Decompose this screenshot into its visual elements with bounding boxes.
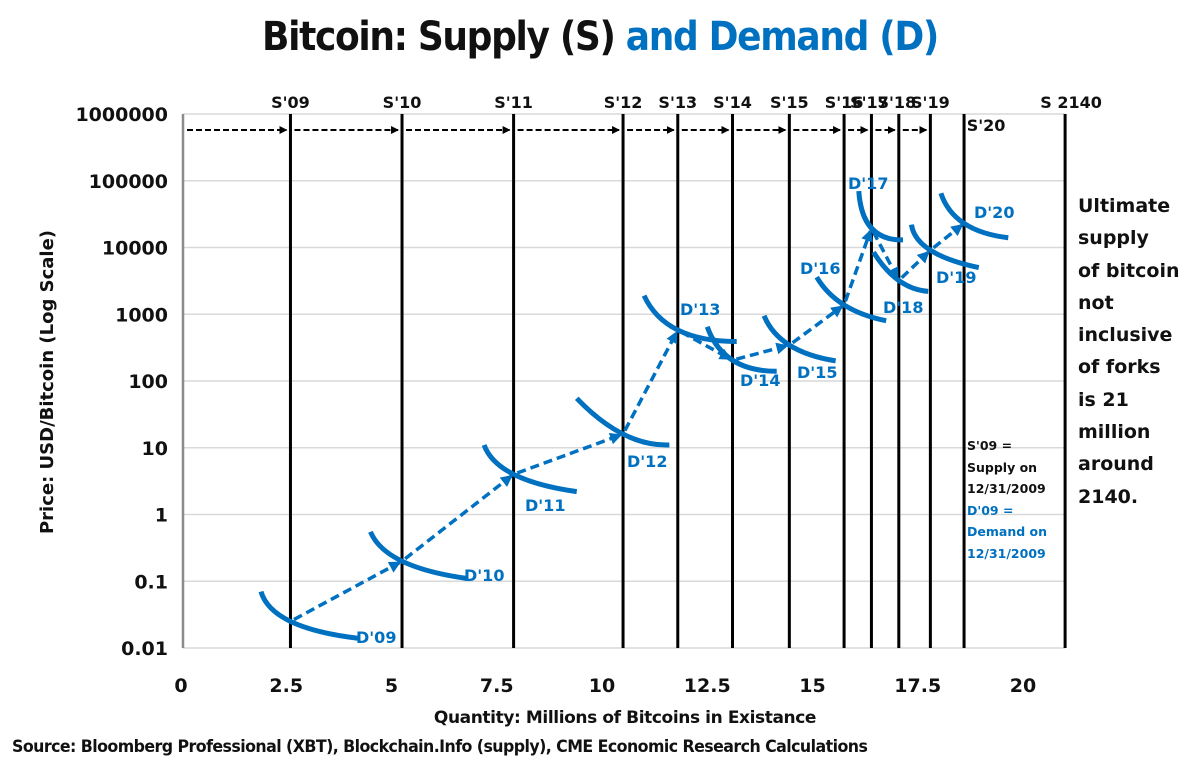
- y-tick-label: 0.01: [121, 638, 168, 660]
- supply-label: S'19: [911, 93, 950, 112]
- demand-curve: [368, 530, 468, 581]
- demand-label: D'18: [883, 298, 923, 317]
- x-tick-label: 10: [589, 675, 615, 697]
- y-tick-label: 1000: [115, 304, 168, 326]
- supply-label: S'11: [494, 93, 533, 112]
- demand-legend-line: 12/31/2009: [967, 545, 1046, 561]
- demand-legend-line: Demand on: [967, 524, 1047, 539]
- equilibrium-shift-arrow: [871, 230, 899, 280]
- equilibrium-shift-arrow: [680, 330, 732, 361]
- demand-label: D'20: [974, 203, 1014, 222]
- y-tick-label: 100000: [89, 171, 168, 193]
- equilibrium-shift-arrow: [735, 342, 789, 361]
- ultimate-supply-line: around: [1078, 453, 1154, 476]
- supply-label: S'09: [271, 93, 310, 112]
- supply-legend-line: 12/31/2009: [967, 481, 1046, 496]
- demand-curves: [258, 190, 1009, 641]
- y-tick-label: 1: [155, 505, 168, 527]
- ultimate-supply-note: Ultimate supply of bitcoin not inclusive of f…: [1078, 190, 1196, 513]
- demand-curve: [761, 314, 837, 364]
- demand-legend: D'09 = Demand on 12/31/2009: [967, 500, 1067, 565]
- x-tick-label: 0: [174, 675, 187, 697]
- supply-label: S'12: [604, 93, 643, 112]
- ultimate-supply-line: of forks: [1078, 356, 1161, 379]
- x-tick-label: 20: [1010, 675, 1036, 697]
- x-axis-ticks: 0 2.5 5 7.5 10 12.5 15 17.5 20: [174, 675, 1036, 697]
- equilibrium-path: [293, 223, 964, 622]
- equilibrium-shift-arrow: [932, 223, 964, 250]
- demand-curve: [481, 444, 578, 495]
- supply-label: S'13: [658, 93, 697, 112]
- demand-curve: [641, 294, 737, 345]
- ultimate-supply-line: is 21: [1078, 388, 1129, 411]
- demand-label: D'15: [797, 363, 837, 382]
- supply-label: S'14: [713, 93, 752, 112]
- x-tick-label: 17.5: [894, 675, 941, 697]
- label-legend-note: S'09 = Supply on 12/31/2009 D'09 = Demand o…: [967, 435, 1067, 564]
- equilibrium-shift-arrow: [293, 561, 402, 622]
- equilibrium-shift-arrow: [516, 432, 623, 475]
- y-axis-ticks: 1000000 100000 10000 1000 100 10 1 0.1 0.01: [75, 104, 168, 660]
- y-axis-title: Price: USD/Bitcoin (Log Scale): [37, 230, 58, 534]
- source-note: Source: Bloomberg Professional (XBT), Bl…: [12, 737, 868, 757]
- y-tick-label: 10000: [102, 238, 168, 260]
- demand-label: D'16: [800, 259, 840, 278]
- demand-label: D'12: [627, 452, 667, 471]
- y-tick-label: 10: [142, 438, 168, 460]
- supply-label: S'15: [770, 93, 809, 112]
- demand-curve: [856, 190, 904, 243]
- equilibrium-shift-arrow: [900, 250, 930, 280]
- demand-legend-line: D'09 =: [967, 502, 1014, 518]
- chart-title: Bitcoin: Supply (S) and Demand (D): [60, 14, 1140, 60]
- demand-curve: [938, 192, 1009, 241]
- supply-label: S'16: [825, 93, 864, 112]
- equilibrium-shift-arrow: [843, 229, 873, 302]
- ultimate-supply-line: supply: [1078, 227, 1149, 250]
- equilibrium-shift-arrow: [791, 305, 844, 345]
- demand-label: D'17: [848, 174, 888, 193]
- ultimate-supply-line: 2140.: [1078, 485, 1139, 508]
- x-tick-label: 5: [385, 675, 398, 697]
- x-tick-label: 7.5: [480, 675, 514, 697]
- demand-label: D'11: [525, 496, 565, 515]
- demand-curve: [258, 590, 359, 641]
- ultimate-supply-line: Ultimate: [1078, 195, 1171, 217]
- ultimate-supply-line: not: [1078, 291, 1114, 314]
- supply-label: S'17: [850, 93, 889, 112]
- demand-label: D'10: [464, 566, 504, 585]
- title-demand-part: and Demand (D): [625, 14, 940, 60]
- y-tick-label: 1000000: [75, 104, 168, 126]
- supply-label: S 2140: [1040, 93, 1102, 112]
- ultimate-supply-line: million: [1078, 421, 1151, 444]
- supply-label: S'18: [877, 93, 916, 112]
- demand-label: D'19: [936, 268, 976, 287]
- x-tick-label: 2.5: [269, 675, 303, 697]
- supply-legend-line: Supply on: [967, 459, 1038, 475]
- x-tick-label: 12.5: [684, 675, 731, 697]
- supply-lines: S'09 S'10 S'11 S'12 S'13 S'14 S'15 S'16S'17S'18…: [271, 93, 1102, 648]
- demand-labels: D'09 D'10 D'11 D'12 D'13 D'14 D'15 D'16 D'17 D'18…: [356, 174, 1014, 647]
- demand-curve: [814, 275, 887, 324]
- demand-curve: [704, 325, 777, 374]
- demand-label: D'13: [680, 300, 720, 319]
- supply-label: S'20: [967, 116, 1006, 135]
- x-tick-label: 15: [799, 675, 825, 697]
- ultimate-supply-line: inclusive: [1078, 324, 1173, 347]
- demand-label: D'14: [740, 371, 780, 390]
- x-axis-title: Quantity: Millions of Bitcoins in Exista…: [433, 708, 817, 728]
- supply-legend-line: S'09 =: [967, 438, 1013, 453]
- y-tick-label: 0.1: [134, 571, 168, 593]
- demand-curve: [871, 250, 929, 294]
- demand-label: D'09: [356, 628, 396, 647]
- demand-curve: [574, 396, 670, 448]
- ultimate-supply-line: of bitcoin: [1078, 259, 1180, 282]
- equilibrium-shift-arrow: [404, 474, 513, 561]
- supply-legend: S'09 = Supply on 12/31/2009: [967, 435, 1067, 500]
- y-tick-label: 100: [128, 371, 168, 393]
- demand-curve: [908, 224, 980, 271]
- supply-label: S'10: [383, 93, 422, 112]
- equilibrium-shift-arrow: [623, 330, 678, 432]
- title-supply-part: Bitcoin: Supply (S): [262, 14, 616, 60]
